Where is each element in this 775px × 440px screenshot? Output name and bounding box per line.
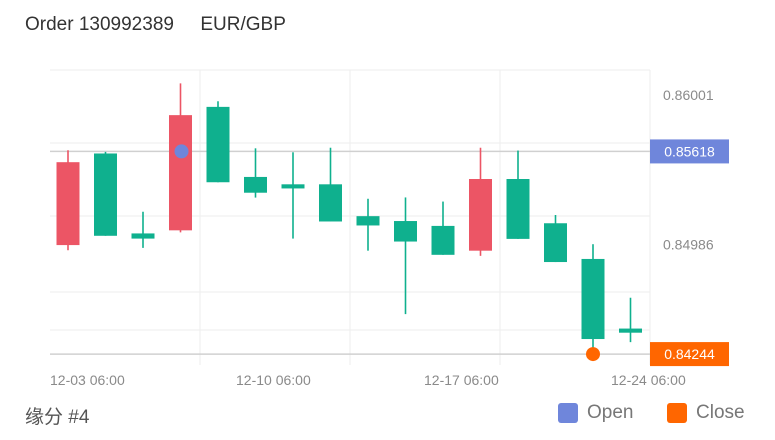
open-swatch-icon <box>558 403 578 423</box>
legend-close[interactable]: Close <box>667 402 745 424</box>
candle <box>356 198 380 251</box>
candle <box>56 150 80 251</box>
candle <box>206 101 230 183</box>
y-tick-label: 0.84986 <box>663 237 714 253</box>
x-tick-label: 12-03 06:00 <box>50 372 125 388</box>
candle-body <box>169 115 192 231</box>
close-order-marker <box>586 347 600 362</box>
candle-body <box>469 179 492 251</box>
candlestick-chart: 0.86001 0.84986 12-03 06:00 12-10 06:00 12-1… <box>50 69 729 388</box>
candle <box>619 297 642 343</box>
candles-layer <box>56 83 642 360</box>
candle <box>94 151 117 236</box>
candle-body <box>131 233 155 239</box>
open-price-tag: 0.85618 <box>650 139 729 164</box>
close-price-tag-bg <box>650 342 729 367</box>
grid-layer <box>50 69 651 365</box>
candle-body <box>206 106 230 183</box>
candle-body <box>394 221 417 242</box>
close-price-tag: 0.84244 <box>650 342 729 367</box>
candle <box>431 201 455 255</box>
candle <box>319 147 342 222</box>
y-tick-label: 0.86001 <box>663 87 714 103</box>
axis-labels-layer: 0.86001 0.84986 12-03 06:00 12-10 06:00 12-1… <box>50 87 729 388</box>
chart-header: Order 130992389 EUR/GBP <box>25 14 286 36</box>
candle-body <box>281 184 305 189</box>
candle <box>506 150 530 239</box>
close-swatch-icon <box>667 403 687 423</box>
x-tick-label: 12-10 06:00 <box>236 372 311 388</box>
candle <box>244 148 267 198</box>
candle-body <box>619 328 642 333</box>
candle-body <box>94 153 117 236</box>
legend-open-label: Open <box>587 402 634 423</box>
open-price-tag-text: 0.85618 <box>664 143 715 159</box>
candle <box>581 244 605 360</box>
candle-body <box>356 216 380 226</box>
order-markers-layer <box>174 144 600 362</box>
candle <box>131 211 155 248</box>
candle <box>469 147 492 256</box>
currency-pair: EUR/GBP <box>200 14 286 35</box>
candle-body <box>581 258 605 340</box>
legend-close-label: Close <box>696 402 745 423</box>
legend-open[interactable]: Open <box>558 402 633 424</box>
candle-body <box>56 162 80 246</box>
candle-body <box>431 225 455 255</box>
order-title: Order 130992389 <box>25 14 174 35</box>
candle-body <box>506 179 530 239</box>
close-price-tag-text: 0.84244 <box>664 346 715 362</box>
series-caption: 缘分 #4 <box>25 407 90 428</box>
open-order-marker <box>174 144 189 159</box>
candle-body <box>244 176 267 193</box>
open-price-tag-bg <box>650 139 729 164</box>
candle <box>394 197 417 315</box>
candle-body <box>319 184 342 222</box>
x-tick-label: 12-24 06:00 <box>611 372 686 388</box>
candle-body <box>544 223 567 263</box>
x-tick-label: 12-17 06:00 <box>424 372 499 388</box>
candle <box>544 214 567 263</box>
candle <box>281 152 305 239</box>
